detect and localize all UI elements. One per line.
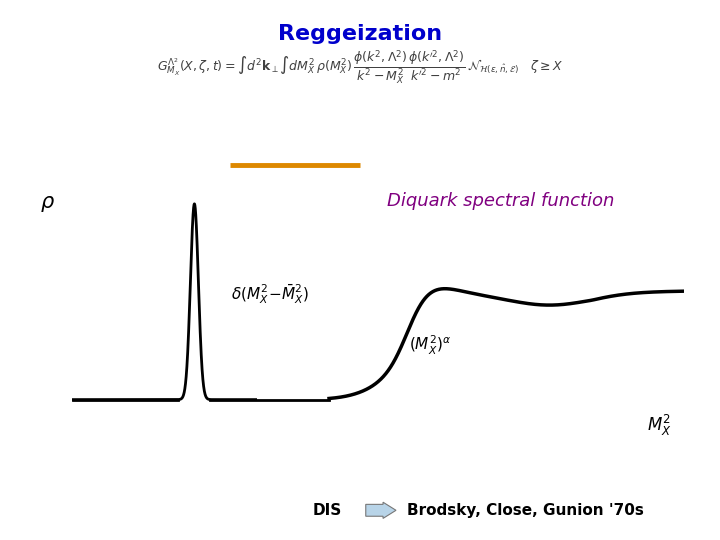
Text: Reggeization: Reggeization xyxy=(278,24,442,44)
Text: $\delta(M_X^2\!-\!\bar{M}_X^2)$: $\delta(M_X^2\!-\!\bar{M}_X^2)$ xyxy=(231,282,310,306)
Text: Brodsky, Close, Gunion '70s: Brodsky, Close, Gunion '70s xyxy=(407,503,644,518)
Text: DIS: DIS xyxy=(312,503,342,518)
Text: $\rho$: $\rho$ xyxy=(40,194,55,214)
Text: $G_{M_X}^{\Lambda^2}(X,\zeta,t)=\int d^2\mathbf{k}_\perp\int dM_X^2\,\rho(M_X^2): $G_{M_X}^{\Lambda^2}(X,\zeta,t)=\int d^2… xyxy=(157,49,563,86)
Text: Diquark spectral function: Diquark spectral function xyxy=(387,192,614,210)
Text: $M_X^2$: $M_X^2$ xyxy=(647,413,672,438)
Text: $(M_X^2)^\alpha$: $(M_X^2)^\alpha$ xyxy=(409,334,451,357)
FancyArrow shape xyxy=(366,502,396,518)
